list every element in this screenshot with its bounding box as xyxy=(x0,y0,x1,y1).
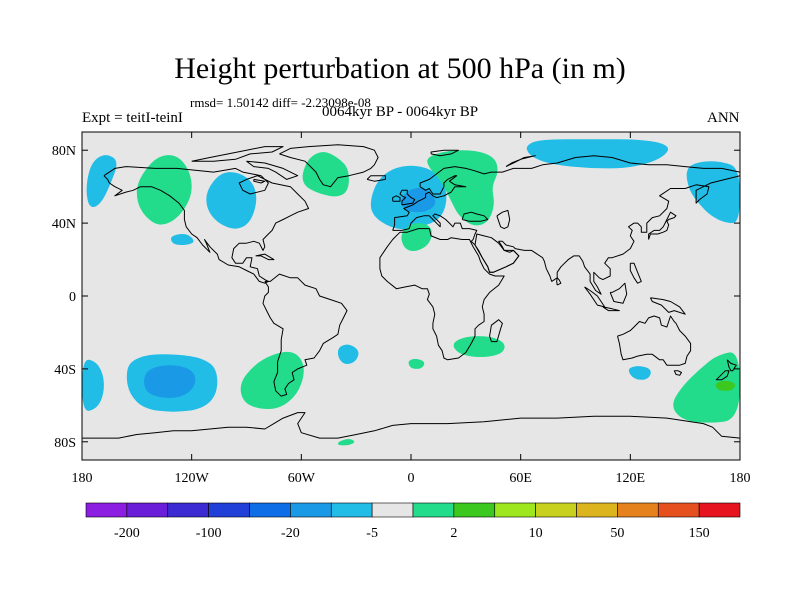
coastline-antarctica xyxy=(82,412,740,439)
coastline-sri-lanka xyxy=(556,277,562,286)
coastline-new-zealand-south xyxy=(715,370,730,381)
anomaly-region-12 xyxy=(82,359,104,411)
coastline-novaya-zemlya xyxy=(505,155,536,168)
season-label: ANN xyxy=(707,110,740,126)
experiment-label: Expt = teitI-teinI xyxy=(82,110,183,126)
colorbar-swatch xyxy=(535,502,577,518)
colorbar: -200 -100 -20 -5 2 10 50 150 xyxy=(85,502,741,541)
x-tick-label: 180 xyxy=(730,471,751,486)
anomaly-region-4 xyxy=(170,234,194,245)
x-tick-label: 120E xyxy=(616,471,646,486)
colorbar-label: 2 xyxy=(450,526,457,541)
coastline-great-britain xyxy=(399,189,416,206)
anomaly-region-16 xyxy=(337,344,359,364)
anomaly-region-21 xyxy=(673,352,740,423)
x-tick-label: 60E xyxy=(509,471,532,486)
coastline-iceland xyxy=(366,175,386,182)
x-tick-label: 0 xyxy=(408,471,415,486)
coastlines xyxy=(82,144,740,439)
y-tick-label: 0 xyxy=(69,290,76,305)
anomaly-region-18 xyxy=(408,358,425,369)
coastline-cuba xyxy=(255,253,275,261)
coastline-tasmania xyxy=(673,370,682,376)
colorbar-label: -100 xyxy=(196,526,222,541)
coastline-north-america xyxy=(103,166,310,284)
coastline-new-guinea xyxy=(649,297,686,315)
y-tick-label: 80N xyxy=(52,144,76,159)
colorbar-label: 150 xyxy=(689,526,710,541)
colorbar-swatch xyxy=(85,502,128,518)
coastline-australia xyxy=(617,315,692,366)
anomaly-region-3 xyxy=(206,172,257,229)
coastline-caspian xyxy=(496,209,511,230)
coastline-java xyxy=(602,306,620,312)
coastline-hudson-bay-islands xyxy=(253,178,266,184)
coastline-baffin xyxy=(246,160,299,180)
colorbar-swatch xyxy=(290,502,332,518)
coastline-africa xyxy=(379,228,505,361)
coastline-arctic-islands xyxy=(191,146,284,162)
y-tick-label: 40N xyxy=(52,217,76,232)
colorbar-label: 10 xyxy=(529,526,543,541)
y-axis: 80N 40N 0 40S 80S xyxy=(52,144,740,451)
anomaly-region-2 xyxy=(136,155,192,225)
anomaly-region-22 xyxy=(715,380,735,391)
colorbar-swatch xyxy=(657,502,700,518)
y-tick-label: 40S xyxy=(54,363,76,378)
colorbar-swatch xyxy=(412,502,455,518)
colorbar-label: -5 xyxy=(366,526,378,541)
colorbar-swatch xyxy=(371,502,414,518)
coastline-greenland xyxy=(279,144,379,188)
x-tick-label: 120W xyxy=(175,471,210,486)
anomaly-region-5 xyxy=(302,152,349,197)
x-tick-label: 180 xyxy=(72,471,93,486)
colorbar-label: -20 xyxy=(281,526,300,541)
coastline-borneo xyxy=(609,282,628,304)
stats-label: rmsd= 1.50142 diff= -2.23098e-08 xyxy=(190,95,371,110)
coastline-new-zealand-north xyxy=(726,359,737,372)
anomaly-region-11 xyxy=(686,161,740,224)
colorbar-swatch xyxy=(453,502,496,518)
anomaly-region-1 xyxy=(86,155,117,207)
coastline-arabia xyxy=(474,233,520,273)
x-tick-label: 60W xyxy=(288,471,316,486)
chart-title: Height perturbation at 500 hPa (in m) xyxy=(174,52,626,85)
anomaly-region-8 xyxy=(427,150,498,226)
colorbar-swatch xyxy=(249,502,291,518)
colorbar-swatch xyxy=(208,502,250,518)
coastline-ireland xyxy=(392,195,401,202)
y-tick-label: 80S xyxy=(54,436,76,451)
coastline-svalbard xyxy=(430,149,459,157)
colorbar-swatch xyxy=(330,502,373,518)
anomaly-region-15 xyxy=(240,351,304,409)
anomaly-fills xyxy=(82,139,740,446)
colorbar-swatch xyxy=(617,502,659,518)
anomaly-region-20 xyxy=(628,366,651,380)
anomaly-region-14 xyxy=(144,365,196,398)
coastline-madagascar xyxy=(489,319,503,343)
anomaly-region-9 xyxy=(401,223,432,252)
colorbar-swatch xyxy=(167,502,209,518)
coastline-philippines xyxy=(629,262,642,284)
x-axis: 180 120W 60W 0 60E 120E 180 xyxy=(72,132,751,486)
anomaly-region-17 xyxy=(337,439,355,446)
colorbar-swatch xyxy=(698,502,741,518)
colorbar-swatch xyxy=(576,502,618,518)
coastline-japan xyxy=(648,211,677,240)
period-label: 0064kyr BP - 0064kyr BP xyxy=(322,104,479,120)
coastline-black-sea xyxy=(461,211,489,222)
colorbar-swatch xyxy=(494,502,536,518)
colorbar-swatch xyxy=(126,502,169,518)
colorbar-label: -200 xyxy=(114,526,140,541)
coastline-south-america xyxy=(262,273,348,397)
colorbar-label: 50 xyxy=(610,526,624,541)
